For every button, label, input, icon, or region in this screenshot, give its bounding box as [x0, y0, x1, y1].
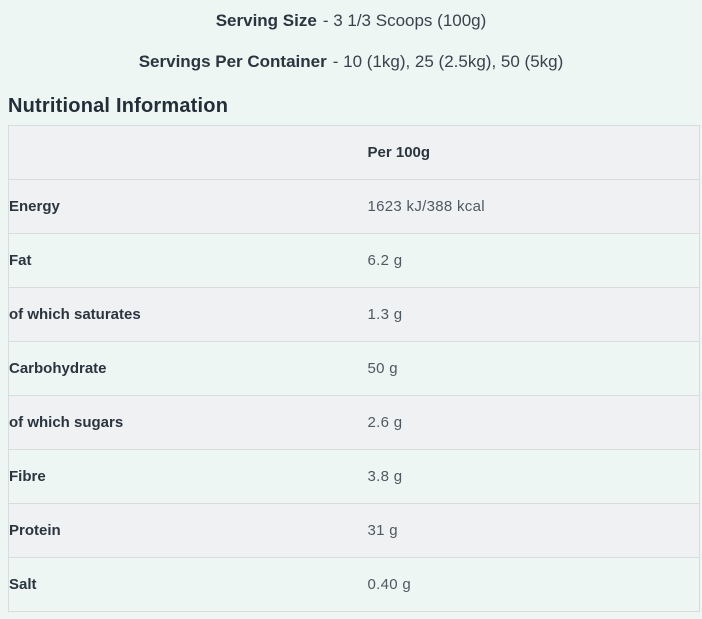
table-row-saturates: of which saturates 1.3 g — [8, 287, 700, 342]
table-row-sugars: of which sugars 2.6 g — [8, 395, 700, 450]
nutrient-value: 2.6 g — [367, 395, 700, 450]
nutrient-value: 1.3 g — [367, 287, 700, 342]
nutrient-label: Fat — [8, 233, 368, 288]
servings-per-container-label: Servings Per Container — [138, 52, 327, 71]
nutrient-label: of which sugars — [8, 395, 368, 450]
serving-size-label: Serving Size — [215, 11, 317, 30]
servings-per-container-value: - 10 (1kg), 25 (2.5kg), 50 (5kg) — [332, 52, 564, 71]
table-row-carbohydrate: Carbohydrate 50 g — [8, 341, 700, 396]
nutrient-value: 6.2 g — [367, 233, 700, 288]
table-row-salt: Salt 0.40 g — [8, 557, 700, 612]
nutrition-table: Per 100g Energy 1623 kJ/388 kcal Fat 6.2… — [8, 125, 700, 612]
nutrient-label: of which saturates — [8, 287, 368, 342]
nutrient-value: 1623 kJ/388 kcal — [367, 179, 700, 234]
servings-per-container-line: Servings Per Container - 10 (1kg), 25 (2.… — [0, 52, 702, 72]
table-row-protein: Protein 31 g — [8, 503, 700, 558]
empty-header-cell — [8, 125, 368, 180]
serving-size-value: - 3 1/3 Scoops (100g) — [322, 11, 487, 30]
per-100g-header: Per 100g — [367, 125, 700, 180]
serving-size-line: Serving Size - 3 1/3 Scoops (100g) — [0, 0, 702, 31]
nutrient-value: 31 g — [367, 503, 700, 558]
nutrient-label: Salt — [8, 557, 368, 612]
nutrient-label: Protein — [8, 503, 368, 558]
nutrient-value: 50 g — [367, 341, 700, 396]
table-row-fibre: Fibre 3.8 g — [8, 449, 700, 504]
nutrient-value: 0.40 g — [367, 557, 700, 612]
nutrient-label: Energy — [8, 179, 368, 234]
table-header-row: Per 100g — [8, 125, 700, 180]
table-row-fat: Fat 6.2 g — [8, 233, 700, 288]
table-row-energy: Energy 1623 kJ/388 kcal — [8, 179, 700, 234]
nutrient-label: Fibre — [8, 449, 368, 504]
nutrient-label: Carbohydrate — [8, 341, 368, 396]
nutrient-value: 3.8 g — [367, 449, 700, 504]
section-title: Nutritional Information — [8, 95, 229, 117]
